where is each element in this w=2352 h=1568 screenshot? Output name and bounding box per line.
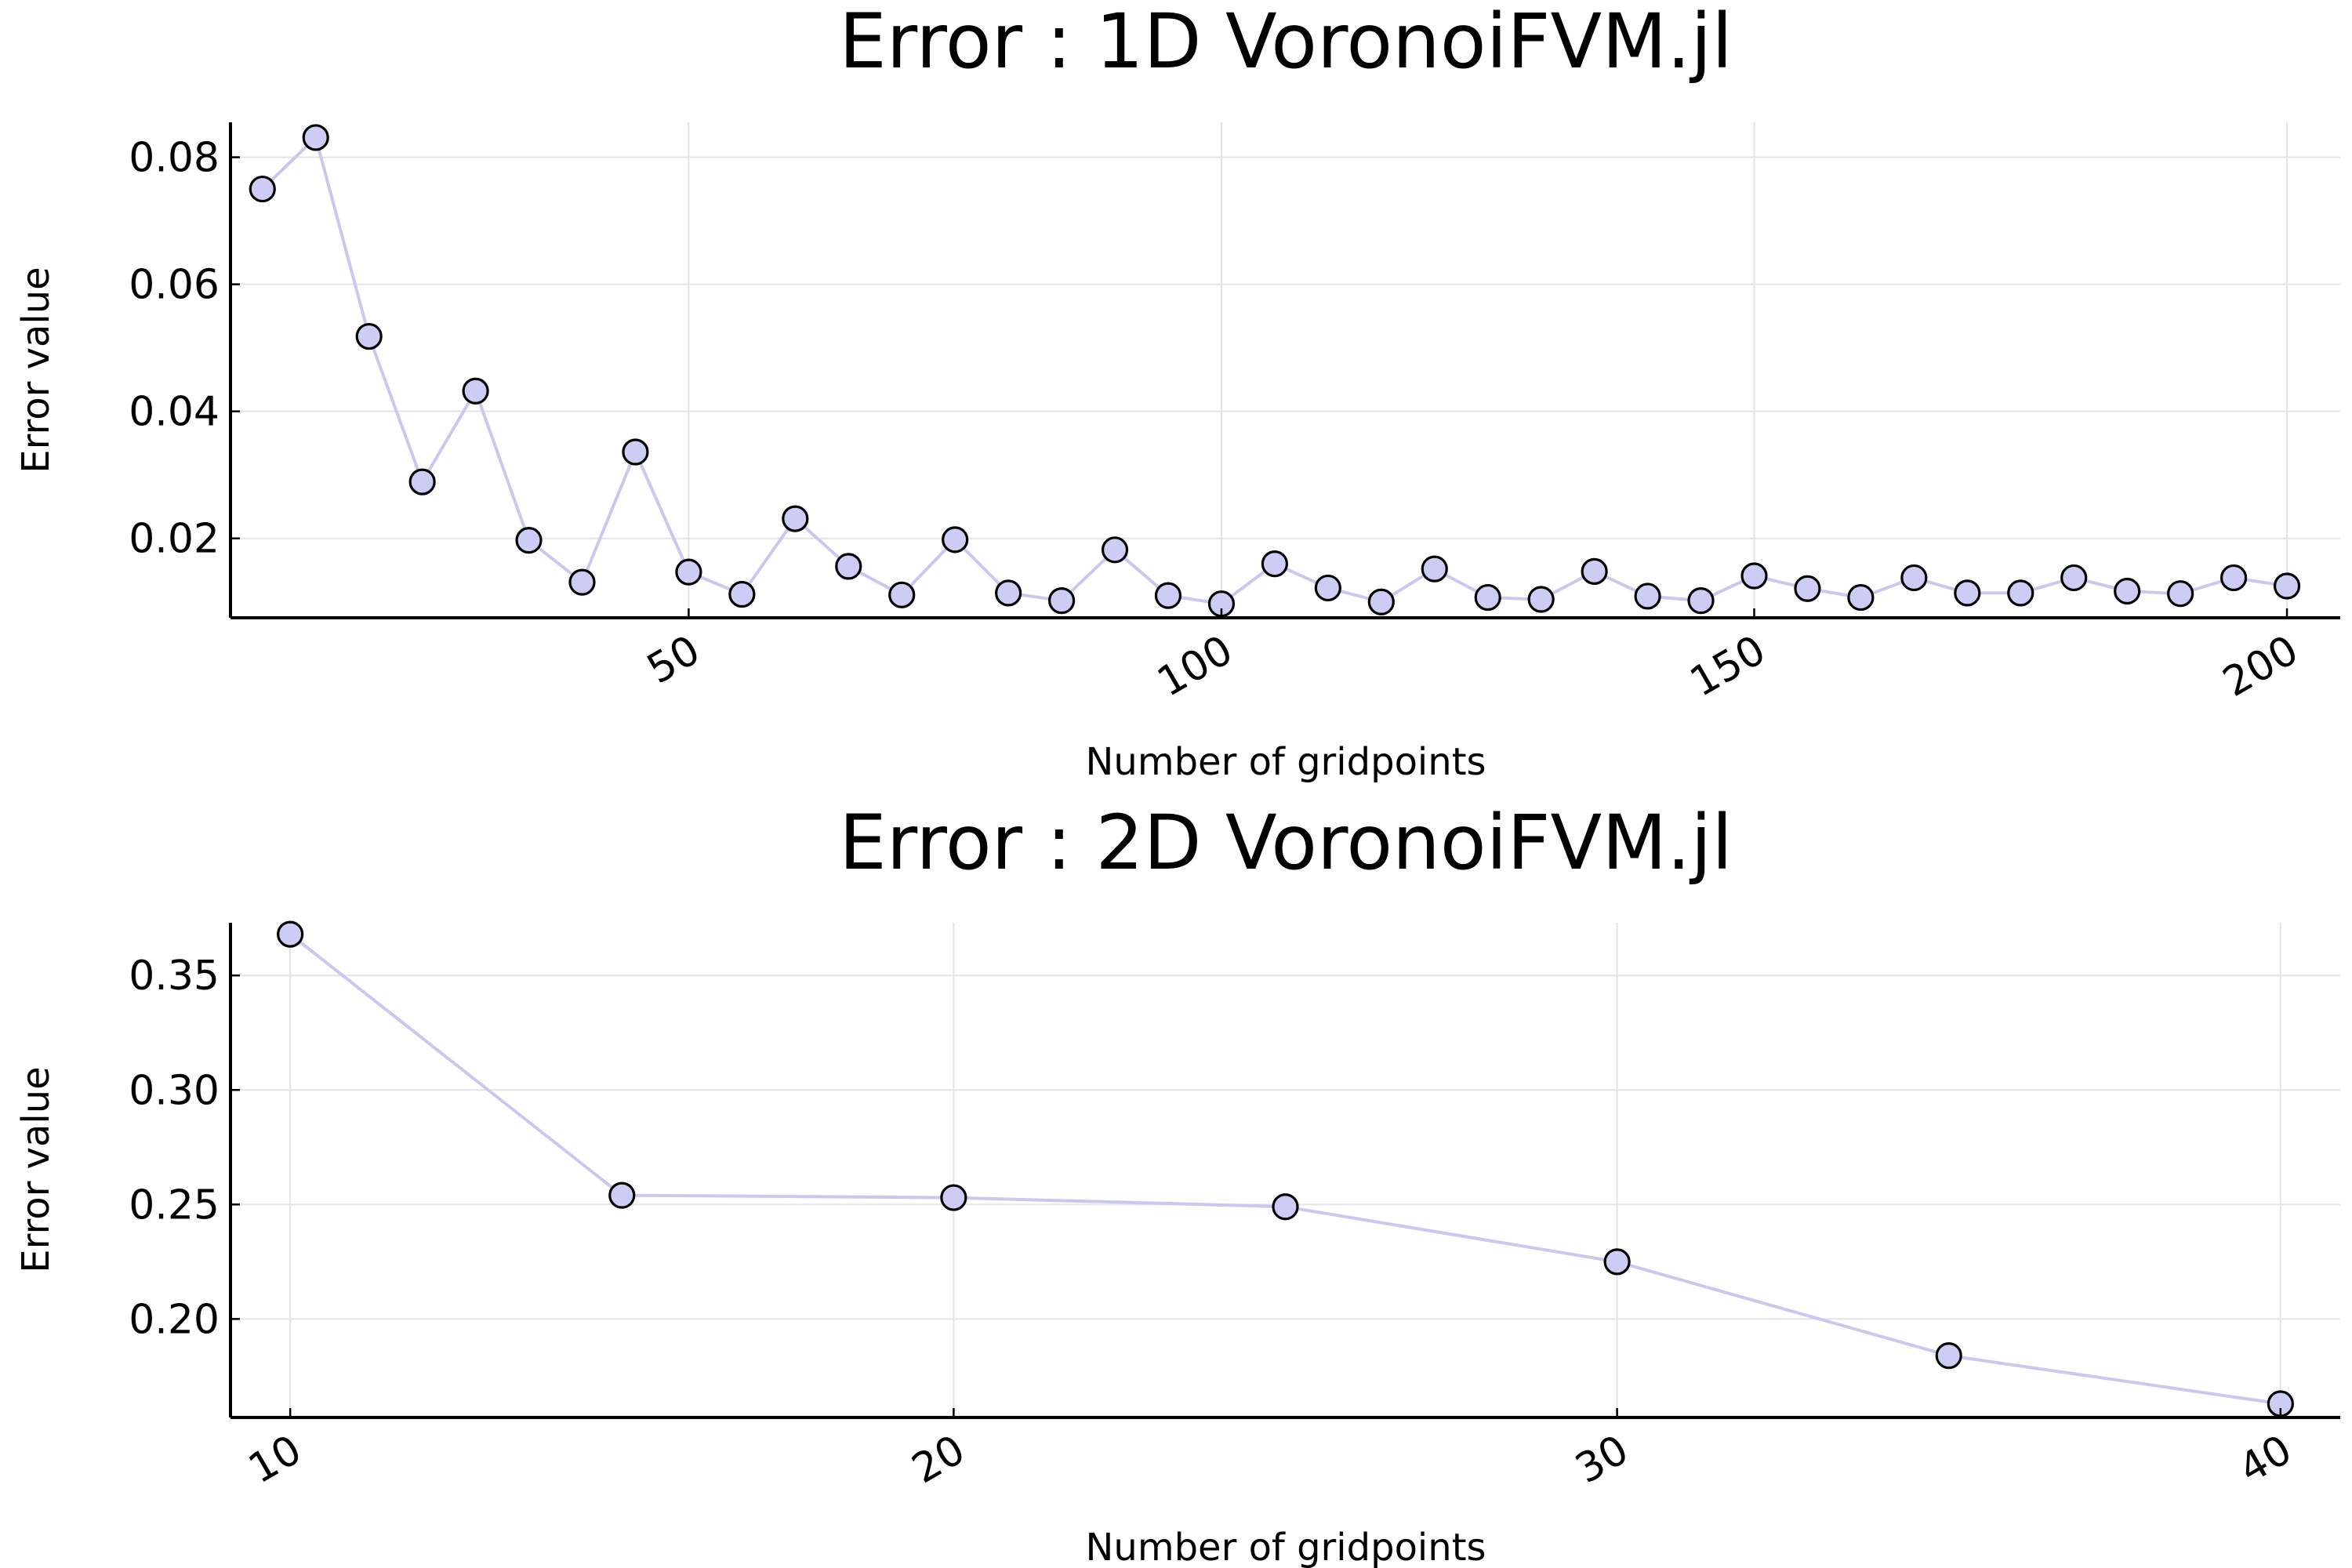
data-point bbox=[2167, 580, 2194, 608]
x-axis-label: Number of gridpoints bbox=[1085, 740, 1486, 784]
data-point bbox=[675, 558, 702, 586]
data-point bbox=[1954, 579, 1981, 607]
x-tick-label: 200 bbox=[2216, 626, 2307, 706]
y-tick-label: 0.30 bbox=[129, 1067, 220, 1114]
ticks: 10 20 30 40 0.20 0.25 0.30 0.35 bbox=[129, 953, 2299, 1493]
data-point bbox=[1900, 564, 1928, 592]
data-point bbox=[940, 1184, 967, 1211]
data-point bbox=[2060, 564, 2088, 592]
data-point bbox=[515, 527, 543, 554]
chart-title: Error : 1D VoronoiFVM.jl bbox=[839, 0, 1733, 85]
x-tick-label: 30 bbox=[1568, 1426, 1636, 1493]
x-tick-label: 100 bbox=[1149, 626, 1240, 706]
data-point bbox=[302, 124, 329, 151]
data-point bbox=[995, 579, 1022, 607]
data-point bbox=[249, 175, 276, 203]
x-axis-label: Number of gridpoints bbox=[1085, 1526, 1486, 1568]
y-axis-label: Error value bbox=[14, 1066, 58, 1272]
data-point bbox=[1687, 587, 1715, 615]
y-tick-label: 0.35 bbox=[129, 953, 220, 1000]
data-point bbox=[2273, 572, 2301, 600]
grid bbox=[230, 923, 2340, 1417]
data-point bbox=[1367, 588, 1395, 615]
data-point bbox=[1101, 536, 1129, 564]
x-tick-label: 10 bbox=[241, 1426, 309, 1493]
x-tick-label: 50 bbox=[640, 626, 708, 693]
data-point bbox=[1047, 587, 1076, 615]
data-point bbox=[1847, 583, 1875, 612]
x-tick-label: 20 bbox=[905, 1426, 973, 1493]
data-point bbox=[408, 468, 436, 495]
data-point bbox=[1634, 583, 1661, 610]
data-point bbox=[942, 526, 969, 554]
data-point bbox=[2007, 579, 2034, 607]
y-tick-label: 0.04 bbox=[129, 389, 220, 436]
data-point bbox=[1154, 582, 1182, 609]
grid bbox=[230, 122, 2340, 618]
series-line bbox=[261, 136, 2288, 606]
data-point bbox=[277, 920, 304, 948]
data-point bbox=[782, 505, 809, 532]
chart-2d: Error : 2D VoronoiFVM.jl 10 20 30 40 0.20 0.2… bbox=[14, 799, 2340, 1568]
chart-1d: Error : 1D VoronoiFVM.jl 50 100 150 200 0.02… bbox=[14, 0, 2340, 784]
data-point bbox=[888, 581, 916, 608]
data-point bbox=[1261, 550, 1289, 578]
markers bbox=[249, 124, 2301, 618]
markers bbox=[277, 920, 2294, 1417]
data-point bbox=[2220, 564, 2248, 592]
data-point bbox=[1421, 555, 1448, 583]
data-point bbox=[835, 553, 862, 580]
data-point bbox=[728, 580, 756, 608]
chart-title: Error : 2D VoronoiFVM.jl bbox=[839, 799, 1733, 887]
data-point bbox=[1935, 1342, 1962, 1370]
y-tick-label: 0.02 bbox=[129, 516, 220, 563]
y-tick-label: 0.06 bbox=[129, 262, 220, 309]
data-point bbox=[1794, 575, 1821, 602]
data-point bbox=[1272, 1193, 1299, 1221]
data-point bbox=[1740, 562, 1768, 590]
series-line bbox=[289, 933, 2281, 1406]
y-tick-label: 0.20 bbox=[129, 1296, 220, 1343]
y-tick-label: 0.25 bbox=[129, 1181, 220, 1229]
x-tick-label: 150 bbox=[1682, 626, 1773, 706]
y-tick-label: 0.08 bbox=[129, 135, 220, 182]
data-point bbox=[1603, 1248, 1631, 1276]
data-point bbox=[1581, 557, 1608, 585]
data-point bbox=[2114, 577, 2141, 605]
data-point bbox=[1314, 574, 1341, 602]
x-tick-label: 40 bbox=[2231, 1426, 2299, 1493]
data-point bbox=[568, 568, 596, 596]
ticks: 50 100 150 200 0.02 0.04 0.06 0.08 bbox=[129, 135, 2306, 706]
data-point bbox=[1474, 583, 1501, 612]
data-point bbox=[608, 1181, 636, 1209]
data-point bbox=[1527, 586, 1555, 613]
data-point bbox=[355, 322, 383, 350]
data-point bbox=[622, 438, 649, 466]
data-point bbox=[462, 377, 489, 405]
y-axis-label: Error value bbox=[14, 267, 58, 473]
